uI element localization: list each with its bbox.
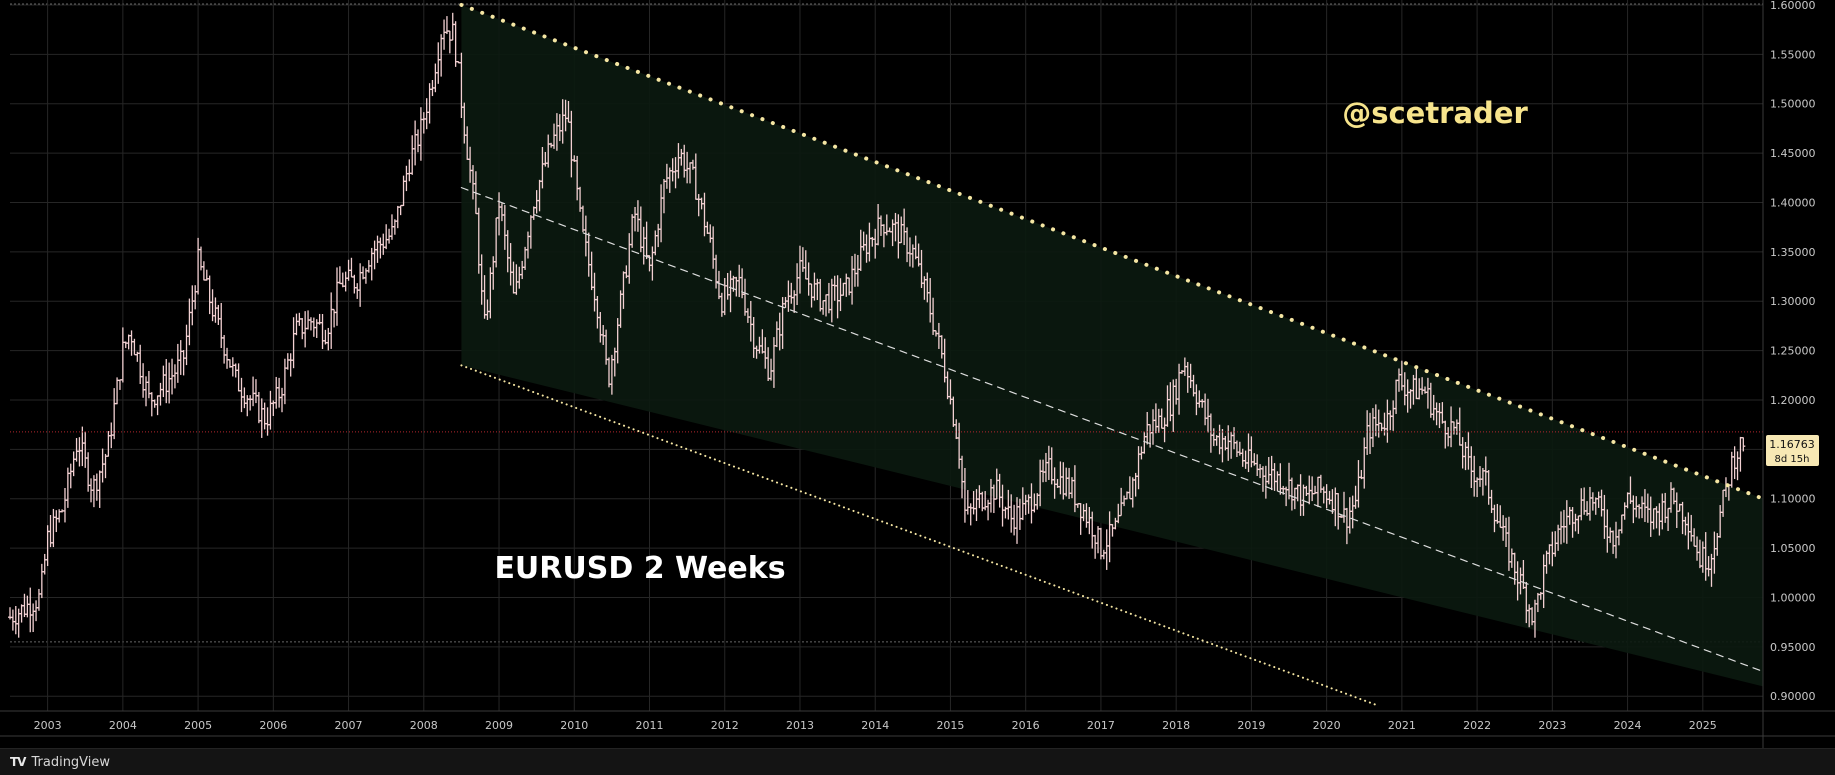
time-tick-label: 2024 (1614, 719, 1642, 732)
channel-fill (461, 4, 1764, 687)
watermark: @scetrader (1342, 96, 1528, 130)
time-tick-label: 2017 (1087, 719, 1115, 732)
time-axis[interactable]: 2003 2004 2005 2006 2007 2008 2009 2010 2011 2012… (34, 719, 1717, 732)
time-tick-label: 2003 (34, 719, 62, 732)
price-tick-label: 1.20000 (1770, 394, 1816, 407)
time-tick-label: 2007 (335, 719, 363, 732)
last-price-value: 1.16763 (1769, 438, 1815, 451)
time-tick-label: 2012 (711, 719, 739, 732)
price-tick-label: 1.50000 (1770, 98, 1816, 111)
last-price-tag: 1.16763 8d 15h (1766, 435, 1819, 466)
time-tick-label: 2010 (560, 719, 588, 732)
tradingview-logo-icon: TV (10, 755, 27, 769)
time-tick-label: 2013 (786, 719, 814, 732)
time-tick-label: 2023 (1538, 719, 1566, 732)
time-tick-label: 2018 (1162, 719, 1190, 732)
footer-bar: TV TradingView (0, 748, 1835, 775)
price-tick-label: 0.95000 (1770, 641, 1816, 654)
ohlc-bar (1741, 437, 1746, 452)
price-tick-label: 1.10000 (1770, 493, 1816, 506)
upper-trendline[interactable] (459, 2, 1765, 501)
time-tick-label: 2015 (936, 719, 964, 732)
time-tick-label: 2019 (1237, 719, 1265, 732)
time-tick-label: 2014 (861, 719, 889, 732)
price-tick-label: 1.35000 (1770, 246, 1816, 259)
time-tick-label: 2009 (485, 719, 513, 732)
lower-channel-line[interactable] (460, 364, 1381, 708)
price-tick-label: 1.60000 (1770, 0, 1816, 12)
mid-channel-line[interactable] (460, 187, 1764, 673)
time-tick-label: 2016 (1012, 719, 1040, 732)
price-tick-label: 1.55000 (1770, 48, 1816, 61)
time-tick-label: 2004 (109, 719, 137, 732)
brand[interactable]: TV TradingView (10, 755, 110, 770)
price-bars (8, 12, 1746, 638)
price-tick-label: 1.30000 (1770, 295, 1816, 308)
price-tick-label: 0.90000 (1770, 690, 1816, 703)
time-tick-label: 2025 (1689, 719, 1717, 732)
time-tick-label: 2011 (636, 719, 664, 732)
time-tick-label: 2021 (1388, 719, 1416, 732)
price-tick-label: 1.00000 (1770, 591, 1816, 604)
price-tick-label: 1.40000 (1770, 196, 1816, 209)
price-axis[interactable]: 1.60000 1.55000 1.50000 1.45000 1.40000 1.350… (1770, 0, 1816, 703)
time-tick-label: 2006 (259, 719, 287, 732)
price-tick-label: 1.45000 (1770, 147, 1816, 160)
time-tick-label: 2005 (184, 719, 212, 732)
time-tick-label: 2020 (1313, 719, 1341, 732)
chart-title: EURUSD 2 Weeks (494, 551, 785, 586)
brand-name: TradingView (31, 754, 111, 770)
price-tick-label: 1.25000 (1770, 345, 1816, 358)
time-tick-label: 2022 (1463, 719, 1491, 732)
price-tick-label: 1.05000 (1770, 542, 1816, 555)
time-tick-label: 2008 (410, 719, 438, 732)
bar-countdown: 8d 15h (1775, 454, 1810, 465)
